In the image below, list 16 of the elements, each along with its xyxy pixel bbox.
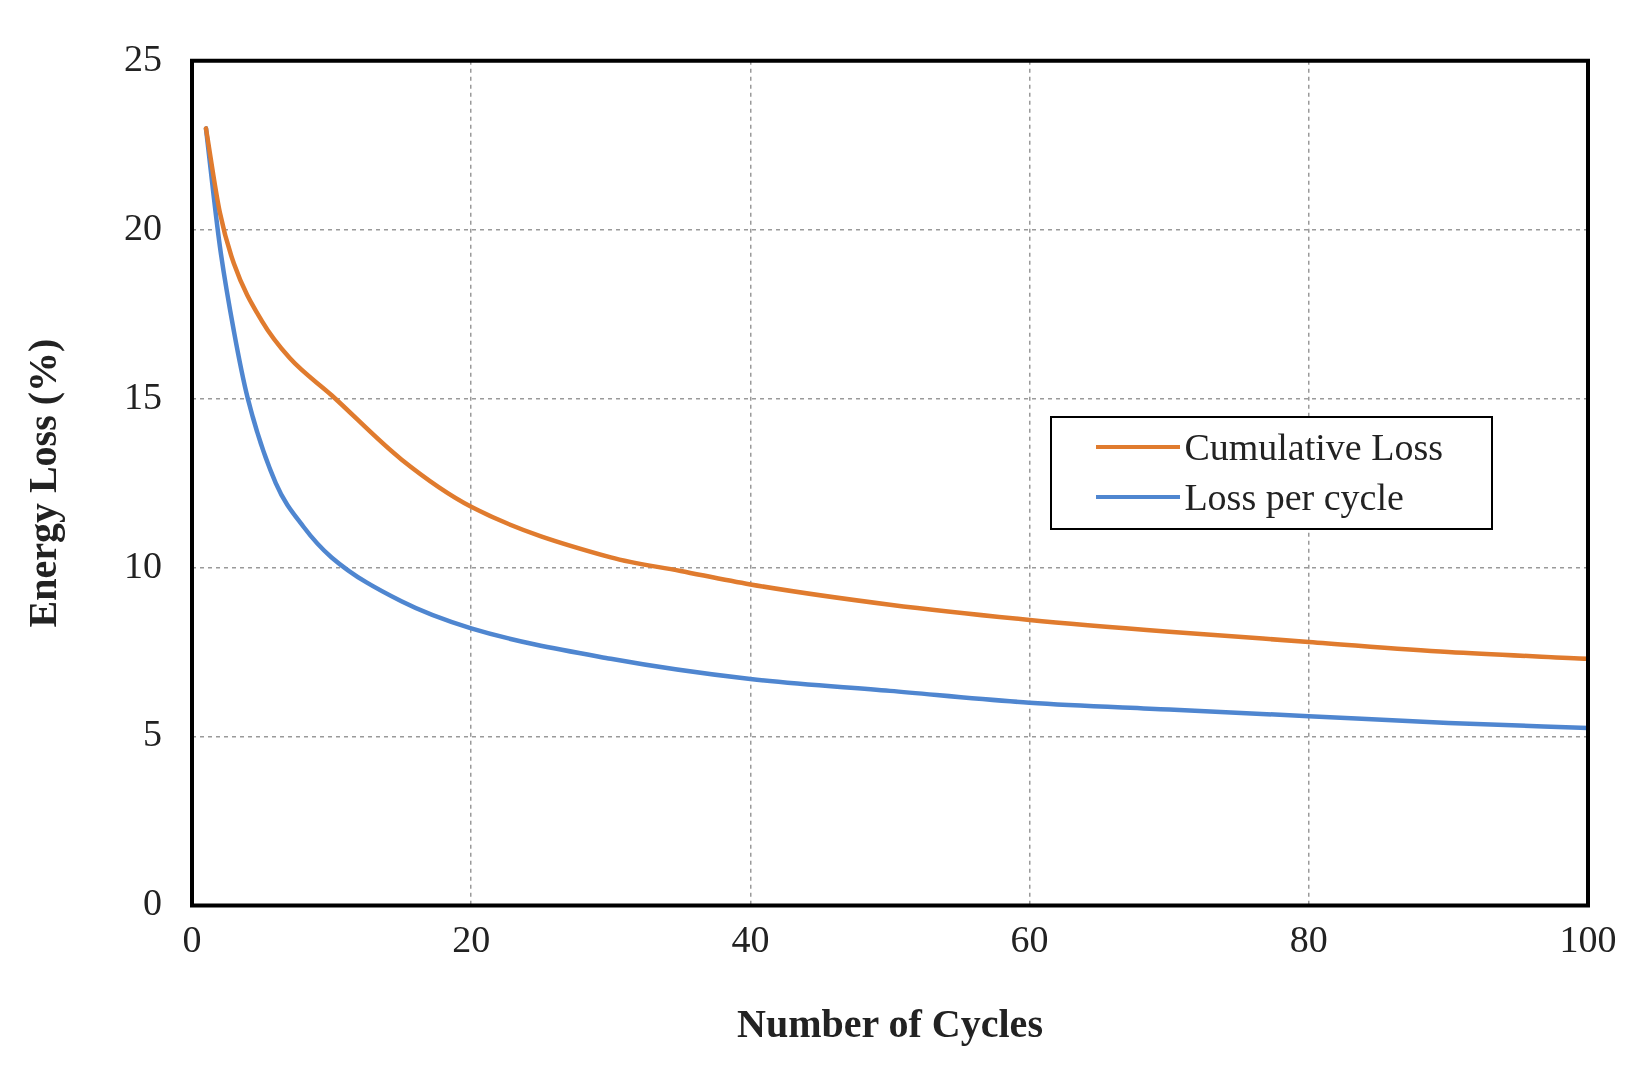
y-tick-label: 0 <box>143 881 162 924</box>
y-axis-title: Energy Loss (%) <box>20 338 66 628</box>
x-tick-label: 80 <box>1289 918 1328 961</box>
x-tick-label: 20 <box>452 918 491 961</box>
y-tick-label: 25 <box>124 36 162 79</box>
y-tick-label: 10 <box>124 543 162 586</box>
y-tick-label: 20 <box>124 205 162 248</box>
x-tick-label: 60 <box>1010 918 1049 961</box>
y-tick-label: 15 <box>124 374 162 417</box>
legend-label: Cumulative Loss <box>1184 425 1443 471</box>
x-axis-title: Number of Cycles <box>737 1001 1043 1047</box>
x-tick-label: 0 <box>182 918 202 961</box>
x-tick-label: 100 <box>1559 918 1617 961</box>
y-tick-label: 5 <box>143 712 162 755</box>
x-tick-label: 40 <box>731 918 770 961</box>
legend-label: Loss per cycle <box>1184 475 1404 521</box>
